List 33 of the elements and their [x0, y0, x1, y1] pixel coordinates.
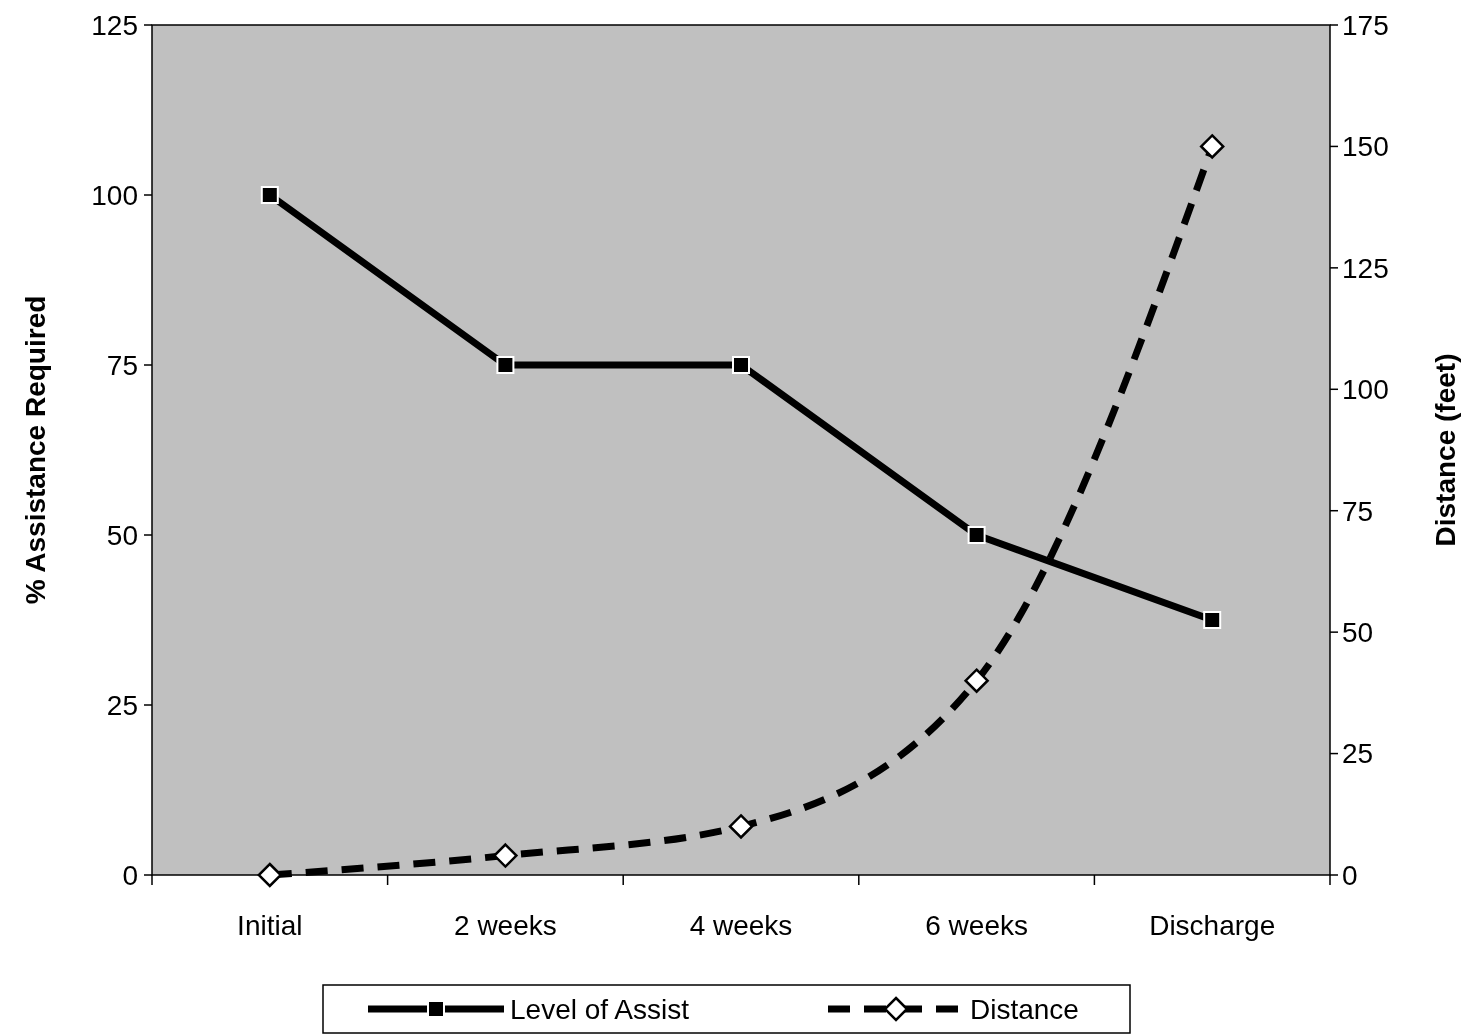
- point: [493, 843, 518, 868]
- x-tick-label: 4 weeks: [689, 910, 793, 941]
- x-tick-label: Initial: [237, 910, 303, 941]
- point: [732, 356, 750, 374]
- legend-label: Level of Assist: [510, 993, 690, 1025]
- y2-tick-label: 175: [1342, 9, 1389, 41]
- point: [260, 186, 279, 204]
- y-tick-label: 25: [106, 689, 138, 721]
- point: [964, 668, 989, 693]
- legend-label: Distance: [970, 993, 1079, 1025]
- y-tick-label: 50: [106, 519, 138, 551]
- y-tick-label: 75: [106, 349, 138, 381]
- y2-axis-title: Distance (feet): [1430, 353, 1461, 547]
- x-tick-label: 6 weeks: [925, 910, 1028, 941]
- y2-tick-label: 150: [1342, 131, 1389, 163]
- y-tick-label: 125: [91, 9, 138, 41]
- y2-tick-label: 100: [1342, 374, 1389, 406]
- point: [1199, 134, 1225, 159]
- point: [967, 526, 986, 544]
- y-axis-title: % Assistance Required: [20, 295, 51, 605]
- x-tick-label: Discharge: [1149, 910, 1276, 941]
- point: [728, 814, 754, 839]
- y2-tick-label: 75: [1342, 495, 1374, 527]
- y2-tick-label: 0: [1342, 859, 1358, 891]
- y-tick-label: 0: [122, 859, 138, 891]
- y2-tick-label: 25: [1342, 738, 1374, 770]
- point: [496, 356, 515, 374]
- x-tick-label: 2 weeks: [454, 910, 557, 941]
- point: [257, 862, 283, 888]
- y-tick-label: 100: [91, 179, 138, 211]
- y2-tick-label: 50: [1342, 616, 1374, 648]
- y2-tick-label: 125: [1342, 252, 1389, 284]
- point: [1203, 611, 1222, 629]
